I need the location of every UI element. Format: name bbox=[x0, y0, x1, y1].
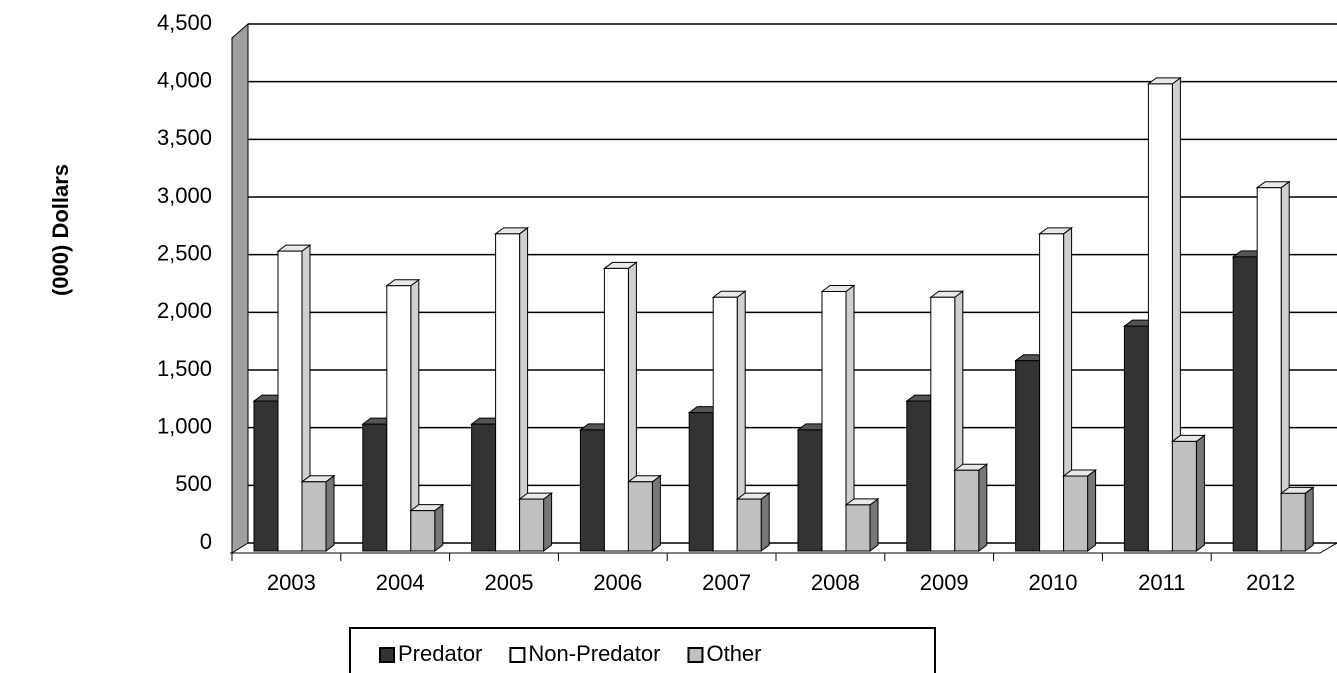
bar bbox=[519, 498, 545, 552]
y-tick-label: 1,500 bbox=[157, 356, 212, 381]
bar-side bbox=[760, 492, 770, 552]
legend-label: Predator bbox=[398, 641, 482, 666]
x-tick-label: 2003 bbox=[267, 570, 316, 595]
bar bbox=[906, 400, 932, 552]
y-tick-label: 0 bbox=[200, 529, 212, 554]
legend-swatch bbox=[379, 647, 395, 663]
bar bbox=[1171, 440, 1197, 552]
bar-side bbox=[325, 474, 335, 552]
bar bbox=[301, 481, 327, 552]
bar bbox=[471, 423, 497, 552]
y-tick-label: 3,000 bbox=[157, 183, 212, 208]
y-tick-label: 4,000 bbox=[157, 67, 212, 92]
x-tick-label: 2006 bbox=[593, 570, 642, 595]
bar bbox=[627, 481, 653, 552]
bar bbox=[1280, 492, 1306, 552]
legend-label: Other bbox=[706, 641, 761, 666]
x-tick-label: 2012 bbox=[1246, 570, 1295, 595]
bar bbox=[277, 250, 303, 552]
bar bbox=[579, 429, 605, 552]
side-wall bbox=[231, 22, 249, 554]
bar bbox=[736, 498, 762, 552]
bar bbox=[603, 267, 629, 552]
legend-swatch bbox=[509, 647, 526, 663]
bar bbox=[1015, 360, 1041, 552]
y-tick-label: 500 bbox=[175, 471, 212, 496]
y-tick-label: 3,500 bbox=[157, 125, 212, 150]
bar bbox=[362, 423, 388, 552]
bar bbox=[386, 285, 412, 552]
y-tick-label: 2,000 bbox=[157, 298, 212, 323]
bar bbox=[1063, 475, 1089, 552]
x-tick-label: 2008 bbox=[811, 570, 860, 595]
x-tick-label: 2011 bbox=[1138, 570, 1185, 595]
bar bbox=[821, 291, 847, 552]
bar-side bbox=[434, 503, 444, 552]
legend-swatch bbox=[687, 647, 704, 663]
bar bbox=[797, 429, 823, 552]
bar-side bbox=[869, 497, 879, 552]
bar-side bbox=[543, 492, 553, 552]
bar bbox=[495, 233, 521, 552]
bar bbox=[410, 510, 436, 552]
bar-side bbox=[1304, 486, 1314, 552]
x-tick-label: 2005 bbox=[485, 570, 534, 595]
y-tick-label: 2,500 bbox=[157, 240, 212, 265]
bar-side bbox=[1087, 469, 1097, 552]
x-tick-label: 2009 bbox=[920, 570, 969, 595]
x-tick-label: 2007 bbox=[702, 570, 751, 595]
bar bbox=[1147, 83, 1173, 552]
bar-side bbox=[978, 463, 988, 552]
y-tick-label: 4,500 bbox=[157, 10, 212, 35]
bar-side bbox=[651, 474, 661, 552]
legend-label: Non-Predator bbox=[528, 641, 660, 666]
y-tick-label: 1,000 bbox=[157, 413, 212, 438]
bar bbox=[688, 412, 714, 552]
bar bbox=[253, 400, 279, 552]
bar bbox=[1232, 256, 1258, 552]
bar bbox=[1039, 233, 1065, 552]
bar bbox=[1256, 187, 1282, 552]
y-axis-label: (000) Dollars bbox=[48, 164, 73, 296]
bar bbox=[845, 504, 871, 552]
legend bbox=[349, 627, 936, 673]
bar bbox=[930, 296, 956, 552]
floor-edge bbox=[1319, 542, 1337, 554]
bar bbox=[1123, 325, 1149, 552]
x-tick-label: 2004 bbox=[376, 570, 425, 595]
bar-side bbox=[1195, 434, 1205, 552]
x-tick-label: 2010 bbox=[1029, 570, 1078, 595]
bar bbox=[954, 469, 980, 552]
bar bbox=[712, 296, 738, 552]
